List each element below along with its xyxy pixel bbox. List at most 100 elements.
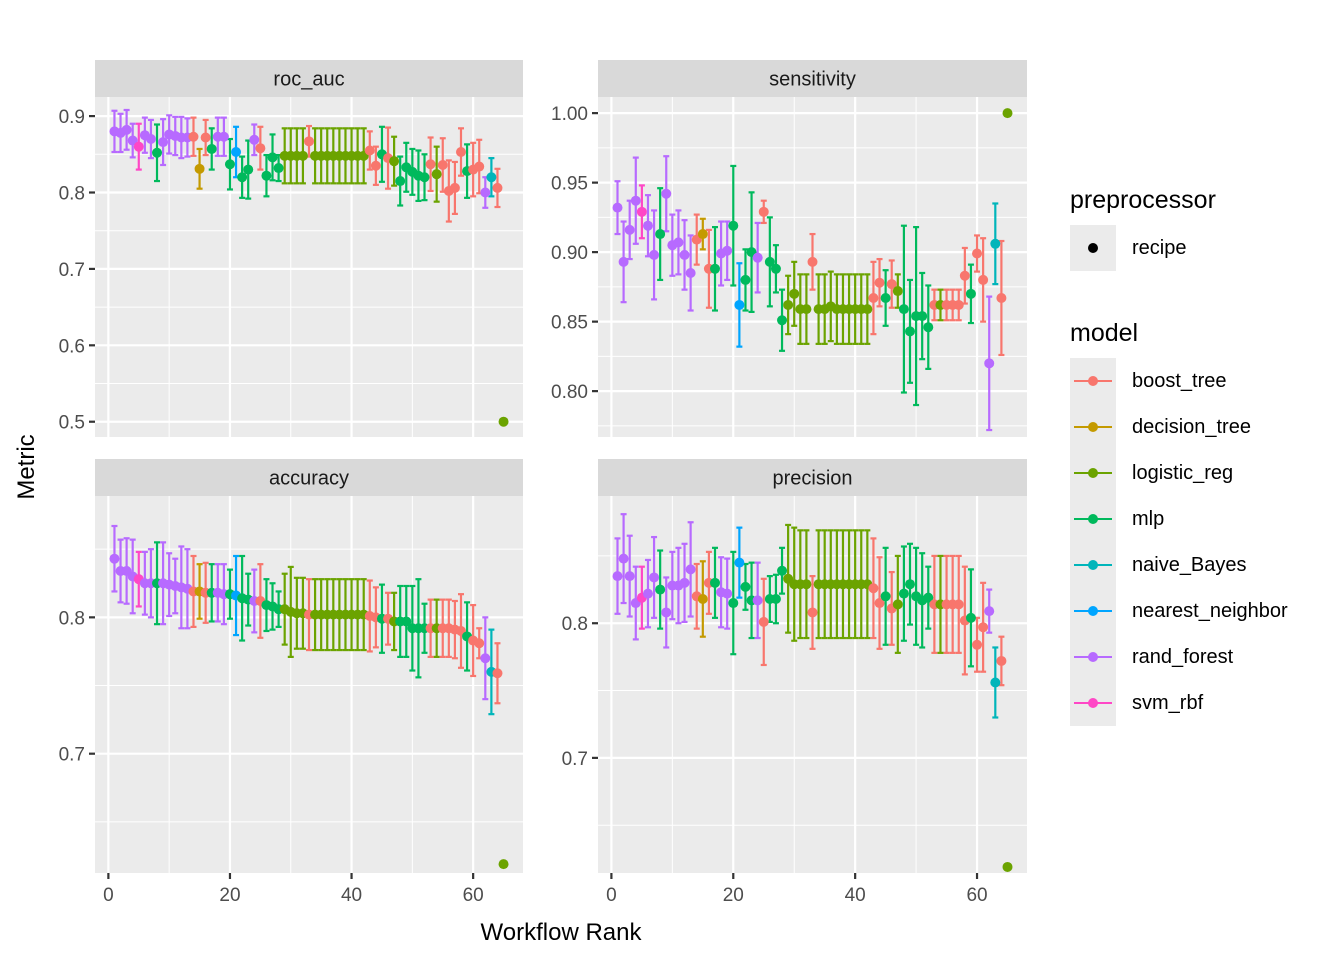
panel-background: [95, 496, 523, 873]
data-point-mlp: [898, 304, 909, 315]
data-point-mlp: [206, 143, 217, 154]
data-point-boost-tree: [978, 274, 989, 285]
data-point-mlp: [267, 152, 278, 163]
y-tick-label: 0.8: [59, 184, 85, 205]
data-point-mlp: [152, 147, 163, 158]
data-point-logistic-reg: [892, 599, 903, 610]
dot-icon: [1088, 422, 1098, 432]
data-point-rand-forest: [642, 220, 653, 231]
data-point-boost-tree: [953, 599, 964, 610]
data-point-mlp: [770, 594, 781, 605]
legend-item-naive-Bayes: naive_Bayes: [1070, 542, 1288, 588]
data-point-boost-tree: [758, 616, 769, 627]
data-point-nearest-neighbor: [734, 299, 745, 310]
data-point-logistic-reg: [498, 859, 509, 870]
data-point-mlp: [710, 577, 720, 588]
dot-icon: [1088, 243, 1098, 253]
data-point-rand-forest: [679, 249, 690, 260]
data-point-rand-forest: [752, 595, 763, 606]
y-tick-label: 0.7: [59, 745, 85, 766]
data-point-rand-forest: [752, 252, 763, 263]
data-point-mlp: [243, 164, 254, 175]
data-point-boost-tree: [200, 132, 211, 143]
data-point-boost-tree: [874, 277, 885, 288]
legend-key: [1070, 404, 1116, 450]
data-point-mlp: [898, 588, 909, 599]
panel-precision: precision 0.7 0.8 0 20 40 60: [562, 459, 1027, 906]
data-point-mlp: [728, 598, 739, 609]
dot-icon: [1088, 698, 1098, 708]
data-point-boost-tree: [758, 206, 769, 217]
data-point-mlp: [237, 172, 248, 183]
data-point-rand-forest: [722, 588, 733, 599]
legend-key: [1070, 634, 1116, 680]
data-point-mlp: [880, 591, 891, 602]
data-point-rand-forest: [127, 135, 138, 146]
data-point-rand-forest: [612, 571, 623, 582]
data-point-logistic-reg: [892, 286, 903, 297]
data-point-boost-tree: [953, 299, 964, 310]
legend-key-recipe: [1070, 225, 1116, 271]
data-point-rand-forest: [984, 606, 995, 617]
panel-background: [598, 496, 1027, 873]
data-point-boost-tree: [807, 256, 818, 267]
x-tick-label: 0: [103, 885, 114, 906]
data-point-decision-tree: [697, 229, 708, 240]
y-tick-label: 0.85: [551, 313, 588, 334]
data-point-mlp: [923, 322, 934, 333]
legend-item-svm-rbf: svm_rbf: [1070, 680, 1288, 726]
data-point-rand-forest: [679, 577, 690, 588]
facet-strip: [598, 459, 1027, 496]
panel-sensitivity: sensitivity 0.80 0.85 0.90 0.95 1.00: [551, 60, 1027, 437]
data-point-rand-forest: [624, 224, 635, 235]
data-point-mlp: [905, 326, 915, 337]
legend-label: rand_forest: [1132, 645, 1234, 668]
data-point-boost-tree: [370, 160, 381, 171]
y-tick-label: 0.90: [551, 243, 588, 264]
data-point-svm-rbf: [133, 141, 144, 152]
legend-label: decision_tree: [1132, 415, 1251, 438]
data-point-naive-Bayes: [486, 172, 497, 183]
y-tick-label: 0.6: [59, 336, 85, 357]
panel-roc-auc: roc_auc 0.5 0.6 0.7 0.8 0.9: [59, 60, 523, 437]
legend-key: [1070, 542, 1116, 588]
data-point-mlp: [965, 612, 976, 623]
data-point-mlp: [740, 581, 751, 592]
data-point-boost-tree: [996, 292, 1007, 303]
data-point-boost-tree: [492, 182, 503, 193]
data-point-mlp: [777, 315, 788, 326]
facet-strip: [598, 60, 1027, 97]
dot-icon: [1088, 514, 1098, 524]
data-point-mlp: [655, 584, 666, 595]
data-point-logistic-reg: [783, 299, 794, 310]
data-point-boost-tree: [449, 182, 460, 193]
legend-item-boost-tree: boost_tree: [1070, 358, 1288, 404]
facet-title: accuracy: [269, 468, 349, 490]
legend-item-recipe: recipe: [1070, 225, 1288, 271]
facet-strip: [95, 459, 523, 496]
data-point-mlp: [224, 159, 235, 170]
data-point-boost-tree: [886, 279, 897, 290]
data-point-boost-tree: [304, 136, 314, 147]
data-point-boost-tree: [188, 131, 199, 142]
data-point-mlp: [728, 220, 739, 231]
dot-icon: [1088, 376, 1098, 386]
data-point-svm-rbf: [636, 206, 647, 217]
data-point-logistic-reg: [1002, 108, 1013, 119]
data-point-rand-forest: [109, 553, 120, 564]
data-point-rand-forest: [618, 553, 629, 564]
data-point-rand-forest: [649, 572, 660, 583]
legend-label: nearest_neighbor: [1132, 599, 1288, 622]
data-point-boost-tree: [455, 147, 466, 158]
y-tick-label: 0.7: [59, 260, 85, 281]
facet-title: sensitivity: [769, 69, 856, 91]
data-point-rand-forest: [661, 188, 672, 199]
legend-item-rand-forest: rand_forest: [1070, 634, 1288, 680]
data-point-decision-tree: [697, 594, 708, 605]
y-tick-label: 0.8: [562, 614, 588, 635]
facet-strip: [95, 60, 523, 97]
data-point-rand-forest: [984, 358, 995, 369]
x-tick-label: 60: [966, 885, 987, 906]
data-point-boost-tree: [959, 270, 970, 281]
legend-preprocessor: preprocessor recipe: [1070, 186, 1288, 271]
